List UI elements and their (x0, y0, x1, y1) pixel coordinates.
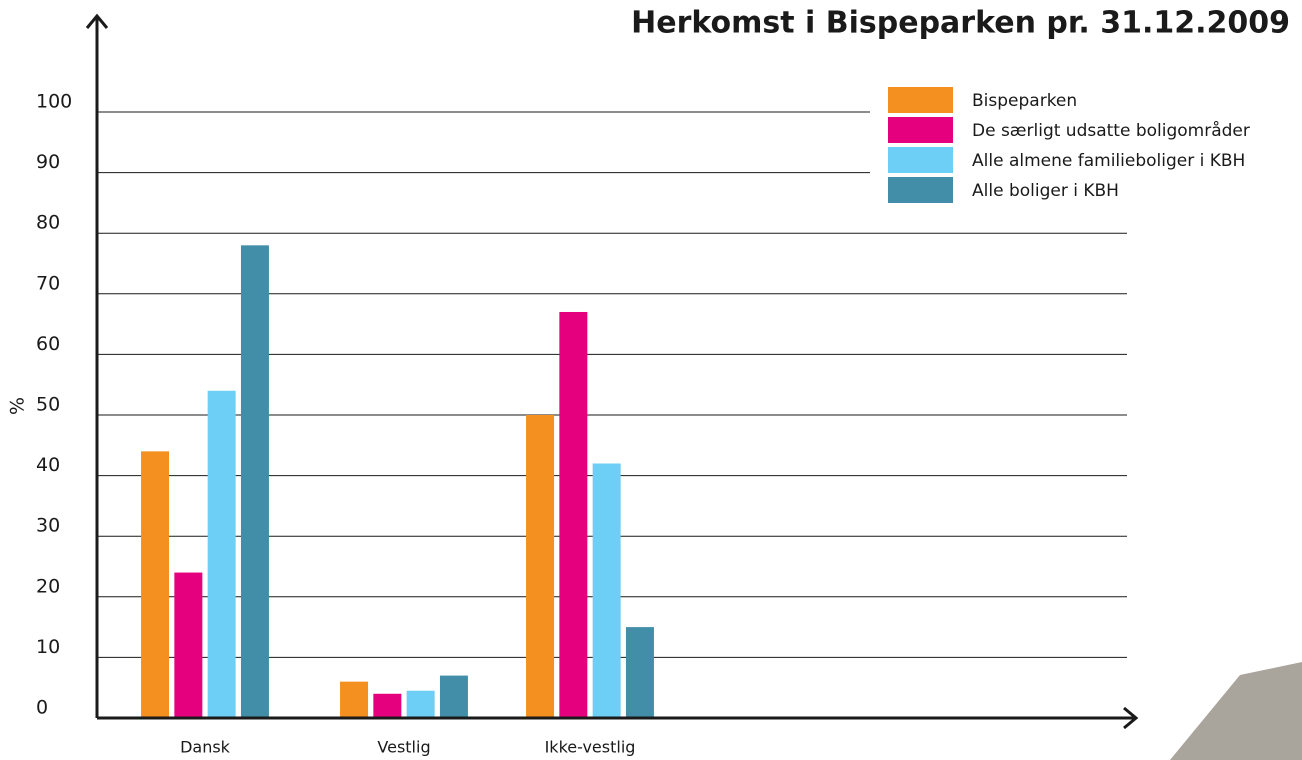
bar (407, 691, 435, 718)
legend-swatch (888, 87, 953, 113)
y-tick-label: 20 (36, 575, 60, 597)
legend-label: Alle almene familieboliger i KBH (972, 151, 1245, 171)
legend-label: Alle boliger i KBH (972, 181, 1119, 201)
y-tick-label: 50 (36, 394, 60, 416)
y-tick-label: 40 (36, 454, 60, 476)
legend: Bispeparken De særligt udsatte boligområd… (888, 87, 1250, 203)
y-axis-label: % (7, 397, 29, 415)
bars: Dansk Vestlig Ikke-vestlig (141, 245, 654, 756)
chart: Herkomst i Bispeparken pr. 31.12.2009 % … (0, 0, 1302, 760)
y-tick-label: 90 (36, 151, 60, 173)
legend-swatch (888, 177, 953, 203)
bar (241, 245, 269, 718)
y-tick-label: 30 (36, 515, 60, 537)
bar (373, 694, 401, 718)
y-tick-label: 100 (36, 91, 72, 113)
bar (559, 312, 587, 718)
y-tick-label: 60 (36, 333, 60, 355)
legend-label: De særligt udsatte boligområder (972, 120, 1250, 141)
legend-swatch (888, 117, 953, 143)
y-tick-label: 10 (36, 636, 60, 658)
x-tick-label: Vestlig (377, 738, 430, 757)
legend-label: Bispeparken (972, 91, 1077, 111)
bar (340, 682, 368, 718)
bar (526, 415, 554, 718)
y-tick-label: 0 (36, 697, 48, 719)
legend-swatch (888, 147, 953, 173)
y-tick-label: 80 (36, 212, 60, 234)
bar (208, 391, 236, 718)
y-tick-label: 70 (36, 272, 60, 294)
bar (593, 463, 621, 718)
x-tick-label: Dansk (180, 738, 231, 757)
bar (440, 676, 468, 718)
bar (174, 573, 202, 718)
chart-title: Herkomst i Bispeparken pr. 31.12.2009 (631, 6, 1290, 41)
x-tick-label: Ikke-vestlig (545, 738, 636, 757)
bar (626, 627, 654, 718)
bar (141, 451, 169, 718)
decorative-corner (1170, 662, 1302, 760)
